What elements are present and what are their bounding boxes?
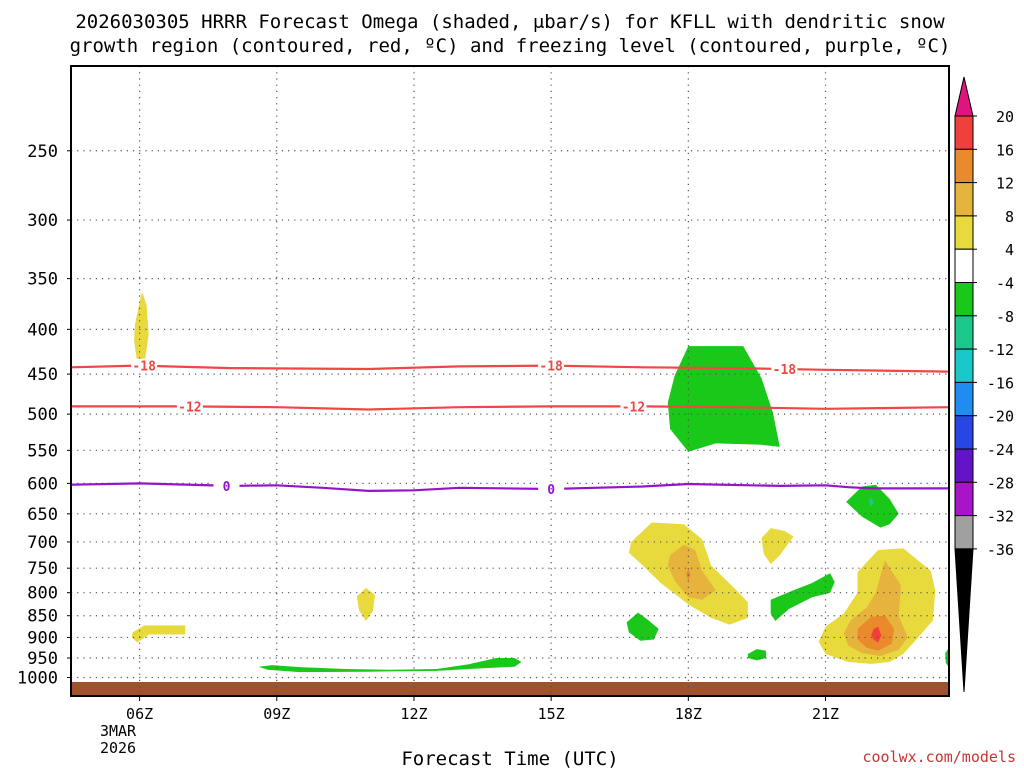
colorbar-label-5: -4 xyxy=(996,275,1014,293)
omega-region-630-22z-inner xyxy=(868,497,874,507)
y-tick-label-800: 800 xyxy=(27,584,58,604)
chart-title-line2: growth region (contoured, red, ºC) and f… xyxy=(70,35,951,57)
colorbar-label-2: 12 xyxy=(996,175,1014,193)
colorbar-label-10: -24 xyxy=(987,441,1014,459)
x-axis-label: Forecast Time (UTC) xyxy=(401,748,618,768)
omega-region-1000-11z xyxy=(258,658,522,673)
y-tick-label-300: 300 xyxy=(27,211,58,231)
colorbar-band-0 xyxy=(954,115,974,150)
date-label-line1: 3MAR xyxy=(100,722,137,740)
omega-region-860-17z xyxy=(626,612,659,641)
contour-label-bg-minus12-0 xyxy=(176,399,203,414)
colorbar-label-12: -32 xyxy=(987,508,1014,526)
colorbar-band-4 xyxy=(954,248,974,283)
colorbar-label-3: 8 xyxy=(1005,208,1014,226)
colorbar-label-0: 20 xyxy=(996,108,1014,126)
contour-label-bg-minus12-1 xyxy=(620,399,647,414)
x-tick-label-06Z: 06Z xyxy=(126,705,153,723)
contour-label-minus12-0: -12 xyxy=(178,400,201,415)
contour-label-bg-minus18-0 xyxy=(131,358,158,373)
colorbar-band-5 xyxy=(954,282,974,317)
contour-label-minus18-0: -18 xyxy=(132,360,156,375)
contour-label-bg-minus18-1 xyxy=(538,358,565,373)
chart-title-line1: 2026030305 HRRR Forecast Omega (shaded, … xyxy=(75,11,945,33)
colorbar-label-6: -8 xyxy=(996,308,1014,326)
y-axis-ticks: 2503003504004505005506006507007508008509… xyxy=(17,142,71,688)
contour-lines: -18 -18 -18 -12 -12 0 0 xyxy=(70,358,950,498)
contour-label-minus18-1: -18 xyxy=(539,360,563,375)
y-tick-label-900: 900 xyxy=(27,628,58,648)
colorbar-band-2 xyxy=(954,182,974,217)
colorbar-label-13: -36 xyxy=(987,541,1014,559)
colorbar-band-8 xyxy=(954,381,974,417)
contour-label-bg-minus18-2 xyxy=(771,362,798,377)
colorbar-label-7: -12 xyxy=(987,341,1014,359)
contour-label-freezing-1: 0 xyxy=(547,483,555,498)
y-tick-label-350: 350 xyxy=(27,270,58,290)
colorbar-label-9: -20 xyxy=(987,408,1014,426)
colorbar-label-8: -16 xyxy=(987,374,1014,392)
colorbar-label-1: 16 xyxy=(996,141,1014,159)
omega-regions xyxy=(131,291,949,673)
contour-label-minus12-1: -12 xyxy=(622,400,645,415)
contour-minus12 xyxy=(71,405,950,411)
terrain-layer xyxy=(71,682,949,696)
x-tick-label-21Z: 21Z xyxy=(812,705,839,723)
contour-label-minus18-2: -18 xyxy=(773,363,797,378)
omega-region-480-18z xyxy=(667,346,780,452)
y-tick-label-500: 500 xyxy=(27,405,58,425)
y-tick-label-650: 650 xyxy=(27,505,58,525)
omega-region-900-6z xyxy=(131,625,186,643)
colorbar: 20 16 12 8 4 -4 -8 -12 -16 -20 -24 -28 -32 -36 xyxy=(954,76,1014,693)
terrain-band xyxy=(71,682,949,696)
contour-label-bg-freezing-0 xyxy=(213,478,240,493)
date-label-line2: 2026 xyxy=(100,739,136,757)
y-tick-label-950: 950 xyxy=(27,649,58,669)
colorbar-label-4: 4 xyxy=(1005,241,1014,259)
y-tick-label-750: 750 xyxy=(27,559,58,579)
y-tick-label-600: 600 xyxy=(27,474,58,494)
y-tick-label-1000: 1000 xyxy=(17,668,58,688)
plot-background xyxy=(71,66,949,696)
x-tick-label-12Z: 12Z xyxy=(400,705,427,723)
grid-lines xyxy=(71,66,949,696)
colorbar-band-10 xyxy=(954,448,974,483)
omega-region-830-11z xyxy=(356,587,376,621)
y-tick-label-250: 250 xyxy=(27,142,58,162)
x-tick-label-09Z: 09Z xyxy=(263,705,290,723)
contour-label-bg-freezing-1 xyxy=(538,482,565,497)
omega-region-810-20z xyxy=(770,573,835,621)
omega-region-700-20z xyxy=(761,528,794,565)
omega-region-400-6z xyxy=(134,291,149,366)
contour-label-freezing-0: 0 xyxy=(223,480,231,495)
colorbar-band-12 xyxy=(954,515,974,550)
x-tick-label-15Z: 15Z xyxy=(538,705,565,723)
colorbar-band-6 xyxy=(954,315,974,350)
omega-region-630-22z xyxy=(846,484,899,528)
colorbar-top-arrow xyxy=(954,76,974,117)
colorbar-band-9 xyxy=(954,415,974,450)
y-tick-label-700: 700 xyxy=(27,533,58,553)
y-tick-label-850: 850 xyxy=(27,607,58,627)
y-tick-label-400: 400 xyxy=(27,320,58,340)
colorbar-bottom-arrow xyxy=(954,548,974,693)
colorbar-band-1 xyxy=(954,148,974,184)
credit-label: coolwx.com/models xyxy=(862,748,1016,766)
plot-frame xyxy=(70,65,950,697)
omega-region-940-19z xyxy=(747,649,767,661)
colorbar-label-11: -28 xyxy=(987,474,1014,492)
y-tick-label-450: 450 xyxy=(27,365,58,385)
colorbar-band-3 xyxy=(954,215,974,250)
omega-region-760-18z-mid xyxy=(667,544,716,600)
colorbar-band-11 xyxy=(954,481,974,517)
x-axis-ticks: 06Z 09Z 12Z 15Z 18Z 21Z xyxy=(126,696,839,723)
x-tick-label-18Z: 18Z xyxy=(675,705,702,723)
contour-freezing xyxy=(70,482,949,493)
colorbar-band-7 xyxy=(954,348,974,383)
y-tick-label-550: 550 xyxy=(27,441,58,461)
omega-region-880-22z-peak xyxy=(871,626,882,643)
